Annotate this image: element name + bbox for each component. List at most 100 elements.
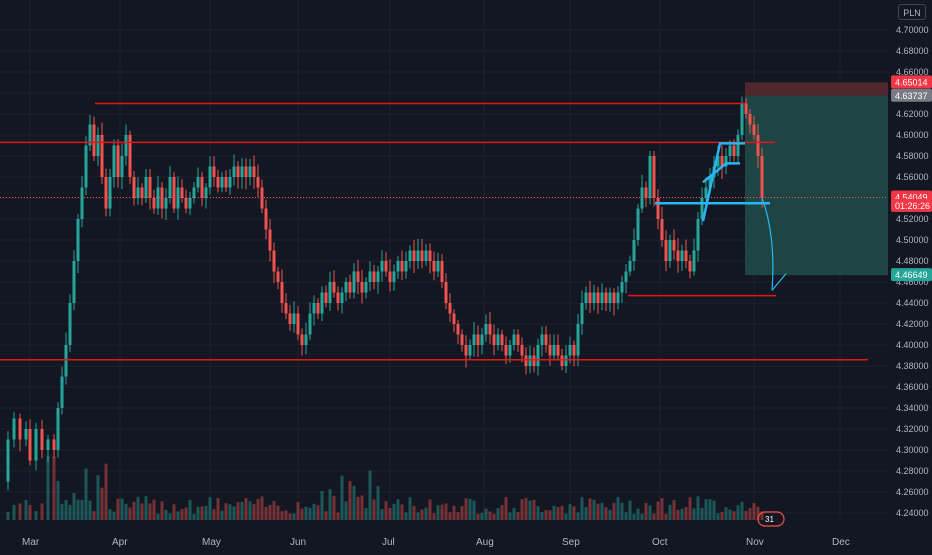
price-marker <box>891 268 932 282</box>
candle-body <box>412 250 416 261</box>
volume-bar <box>468 498 472 520</box>
candle-body <box>40 429 44 450</box>
candle-body <box>248 166 252 177</box>
candle-body <box>640 187 644 209</box>
volume-bar <box>492 513 496 520</box>
candle-body <box>540 334 544 345</box>
price-tick-label: 4.48000 <box>896 256 929 266</box>
candle-body <box>28 429 32 461</box>
volume-bar <box>488 511 492 520</box>
candle-body <box>240 166 244 177</box>
price-tick-label: 4.40000 <box>896 340 929 350</box>
candle-body <box>680 250 684 261</box>
volume-bar <box>424 507 428 520</box>
candle-body <box>740 103 744 135</box>
candle-body <box>168 177 172 198</box>
volume-bar <box>664 513 668 520</box>
candle-body <box>56 408 60 450</box>
volume-bar <box>216 498 220 520</box>
candle-body <box>492 334 496 345</box>
volume-bar <box>500 505 504 520</box>
volume-bar <box>668 504 672 520</box>
volume-bar <box>508 512 512 520</box>
candle-body <box>228 177 232 188</box>
take-profit-zone <box>745 95 888 276</box>
candle-body <box>312 303 316 314</box>
candle-body <box>80 187 84 219</box>
volume-bar <box>292 513 296 520</box>
price-marker-label: 4.46649 <box>895 270 928 280</box>
candle-body <box>504 345 508 356</box>
candle-body <box>588 292 592 303</box>
candle-body <box>300 334 304 345</box>
volume-bar <box>84 468 88 520</box>
candle-body <box>304 334 308 345</box>
volume-bar <box>320 491 324 520</box>
volume-bar <box>432 513 436 520</box>
volume-bar <box>192 513 196 520</box>
candle-body <box>164 198 168 209</box>
candle-body <box>252 166 256 177</box>
candle-body <box>668 240 672 261</box>
candle-body <box>720 156 724 167</box>
time-tick-label: Jul <box>382 537 395 548</box>
candle-body <box>456 324 460 335</box>
candle-body <box>212 166 216 177</box>
candle-body <box>432 261 436 272</box>
volume-bar <box>80 499 84 520</box>
candle-body <box>564 355 568 366</box>
candle-body <box>176 187 180 209</box>
candle-body <box>64 345 68 377</box>
volume-bar <box>584 507 588 520</box>
candle-body <box>692 250 696 272</box>
volume-bar <box>124 504 128 520</box>
price-tick-label: 4.68000 <box>896 46 929 56</box>
candle-body <box>308 313 312 335</box>
price-tick-label: 4.66000 <box>896 67 929 77</box>
volume-bar <box>484 508 488 520</box>
volume-bar <box>76 499 80 520</box>
candle-body <box>88 124 92 146</box>
candle-body <box>84 145 88 188</box>
candle-body <box>260 187 264 209</box>
candle-body <box>140 187 144 198</box>
candle-body <box>348 282 352 293</box>
volume-bar <box>364 507 368 520</box>
volume-bar <box>108 509 112 520</box>
price-marker-label: 4.65014 <box>895 77 928 87</box>
projection-arrow-head <box>771 273 787 291</box>
volume-bar <box>588 498 592 520</box>
candle-body <box>46 439 50 450</box>
volume-bar <box>636 508 640 520</box>
candle-body <box>596 292 600 303</box>
time-axis: Mar Apr May Jun Jul Aug Sep Oct Nov Dec <box>22 537 850 548</box>
candle-body <box>544 334 548 345</box>
candle-body <box>124 135 128 156</box>
volume-bar <box>520 499 524 520</box>
price-tick-label: 4.26000 <box>896 487 929 497</box>
candle-body <box>428 250 432 261</box>
candle-body <box>192 187 196 198</box>
volume-bar <box>336 512 340 520</box>
candle-body <box>612 292 616 303</box>
price-tick-label: 4.58000 <box>896 151 929 161</box>
candle-body <box>372 271 376 282</box>
volume-bar <box>428 499 432 520</box>
volume-bar <box>416 512 420 520</box>
currency-badge[interactable]: PLN <box>898 4 926 20</box>
price-tick-label: 4.36000 <box>896 382 929 392</box>
volume-bar <box>128 507 132 520</box>
candle-body <box>280 282 284 303</box>
candle-body <box>444 282 448 303</box>
volume-bar <box>612 502 616 520</box>
volume-bar <box>676 509 680 520</box>
volume-bar <box>412 505 416 520</box>
candle-body <box>368 271 372 282</box>
volume-bar <box>756 506 760 520</box>
candle-body <box>200 177 204 198</box>
volume-bar <box>632 513 636 520</box>
volume-bar <box>196 506 200 520</box>
volume-bar <box>328 489 332 520</box>
